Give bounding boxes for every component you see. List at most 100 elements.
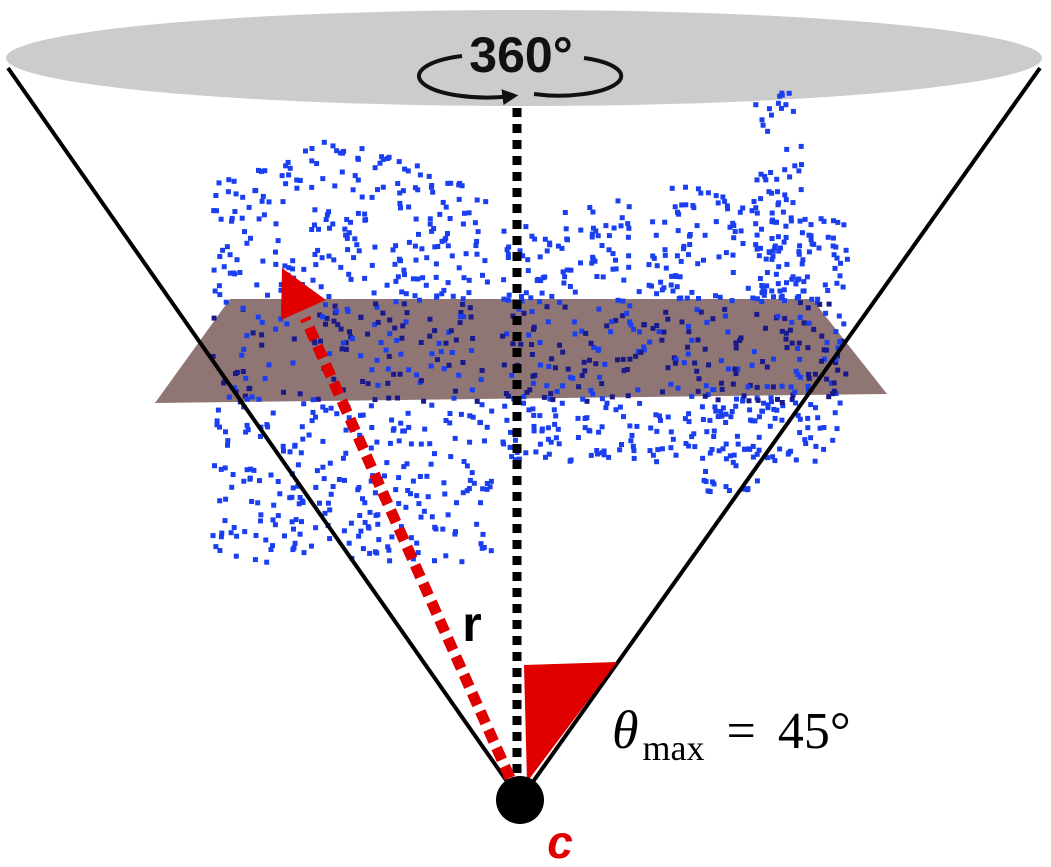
- cloud-point: [316, 226, 321, 232]
- cloud-point: [447, 411, 453, 416]
- cloud-point: [211, 315, 217, 321]
- cloud-point: [478, 541, 484, 547]
- cloud-point: [433, 274, 439, 280]
- cloud-point: [589, 260, 595, 266]
- cloud-point: [706, 362, 712, 368]
- cloud-point: [270, 410, 276, 416]
- cloud-point: [760, 122, 766, 128]
- cloud-point: [374, 550, 380, 556]
- cloud-point: [625, 234, 631, 240]
- cloud-point: [291, 336, 297, 342]
- cloud-point: [740, 398, 746, 404]
- cloud-point: [695, 388, 701, 394]
- cloud-point: [788, 215, 794, 221]
- cloud-point: [779, 417, 785, 423]
- cloud-point: [660, 389, 665, 395]
- cloud-point: [488, 478, 494, 484]
- cloud-point: [776, 248, 782, 254]
- cloud-point: [608, 329, 614, 335]
- cloud-point: [480, 531, 486, 537]
- cloud-point: [631, 326, 637, 332]
- cloud-point: [278, 287, 284, 293]
- cloud-point: [470, 414, 476, 420]
- cloud-point: [587, 205, 593, 210]
- cloud-point: [825, 234, 831, 240]
- cloud-point: [755, 397, 761, 403]
- cloud-point: [830, 391, 835, 397]
- cloud-point: [683, 441, 689, 446]
- cloud-point: [340, 387, 346, 393]
- cloud-point: [679, 202, 685, 208]
- cloud-point: [287, 495, 293, 501]
- cloud-point: [669, 185, 675, 191]
- cloud-point: [753, 102, 759, 108]
- cloud-point: [703, 469, 708, 474]
- cloud-point: [390, 427, 396, 433]
- cloud-point: [323, 217, 329, 222]
- cloud-point: [335, 322, 341, 328]
- cloud-point: [752, 418, 758, 424]
- cloud-point: [587, 428, 593, 434]
- cloud-point: [233, 371, 238, 377]
- cloud-point: [613, 257, 618, 263]
- cloud-point: [374, 304, 380, 310]
- cloud-point: [760, 359, 766, 364]
- cloud-point: [441, 287, 447, 293]
- cloud-point: [529, 352, 535, 357]
- cloud-point: [637, 400, 643, 406]
- cloud-point: [689, 393, 695, 399]
- cloud-point: [214, 422, 220, 428]
- cloud-point: [726, 366, 731, 372]
- cloud-point: [583, 330, 589, 336]
- cloud-point: [368, 403, 374, 409]
- cloud-point: [484, 279, 490, 285]
- cloud-point: [501, 277, 507, 283]
- cloud-point: [565, 237, 570, 243]
- cloud-point: [525, 257, 531, 263]
- cloud-point: [761, 292, 767, 298]
- cloud-point: [262, 376, 268, 382]
- cloud-point: [636, 289, 642, 295]
- cloud-point: [280, 199, 286, 205]
- cloud-point: [557, 342, 562, 348]
- cloud-point: [244, 467, 250, 473]
- cloud-point: [400, 188, 406, 194]
- cloud-point: [654, 428, 660, 434]
- cloud-point: [777, 446, 783, 452]
- cloud-point: [539, 290, 545, 296]
- cloud-point: [530, 380, 536, 386]
- cloud-point: [841, 321, 847, 327]
- cloud-point: [815, 415, 821, 421]
- cloud-point: [548, 439, 554, 445]
- cloud-point: [763, 177, 769, 183]
- cloud-point: [724, 203, 730, 209]
- cloud-point: [268, 547, 274, 552]
- cloud-point: [453, 388, 458, 394]
- cloud-point: [599, 450, 605, 456]
- cloud-point: [831, 380, 837, 386]
- cloud-point: [761, 400, 767, 406]
- cloud-point: [723, 250, 729, 256]
- cloud-point: [719, 386, 725, 392]
- cloud-point: [406, 424, 412, 430]
- cloud-point: [244, 396, 250, 402]
- cloud-point: [447, 420, 453, 426]
- cloud-point: [243, 375, 249, 381]
- cloud-point: [831, 218, 836, 224]
- cloud-point: [516, 456, 522, 462]
- cloud-point: [549, 293, 555, 299]
- cloud-point: [796, 276, 802, 282]
- cloud-point: [408, 491, 413, 497]
- cloud-point: [442, 491, 448, 497]
- cloud-point: [821, 425, 827, 430]
- cloud-point: [296, 501, 302, 507]
- cloud-point: [801, 320, 807, 326]
- cloud-point: [621, 414, 626, 420]
- cloud-point: [817, 301, 823, 307]
- cloud-point: [783, 197, 789, 203]
- cloud-point: [678, 258, 684, 264]
- cloud-point: [244, 422, 250, 428]
- cloud-point: [801, 279, 807, 285]
- cloud-point: [525, 268, 531, 274]
